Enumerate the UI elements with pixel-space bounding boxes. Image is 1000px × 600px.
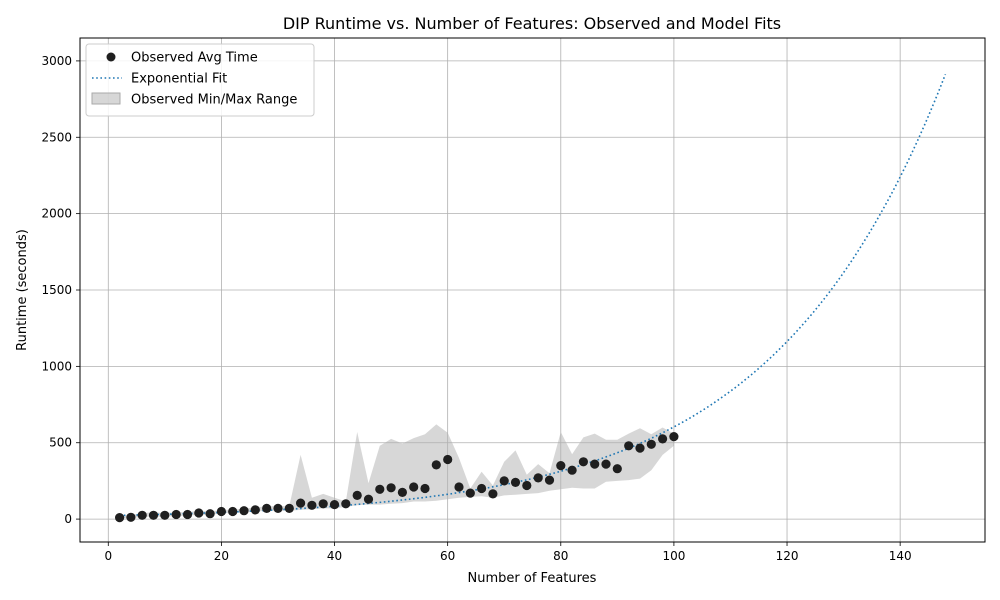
legend-label-observed: Observed Avg Time <box>131 51 258 66</box>
observed-points <box>115 432 679 523</box>
y-tick-label: 1500 <box>41 283 72 297</box>
observed-point <box>262 503 272 513</box>
observed-point <box>115 513 125 523</box>
chart-title: DIP Runtime vs. Number of Features: Obse… <box>283 14 781 33</box>
observed-point <box>522 480 532 491</box>
observed-point <box>658 434 668 444</box>
observed-point <box>182 509 193 520</box>
observed-point <box>635 443 645 453</box>
observed-point <box>510 477 521 487</box>
observed-point <box>341 499 351 509</box>
observed-point <box>499 476 509 486</box>
observed-point <box>250 505 260 515</box>
y-tick-label: 2000 <box>41 207 72 221</box>
observed-point <box>375 484 385 494</box>
y-tick-label: 500 <box>49 436 72 450</box>
observed-point <box>318 499 328 509</box>
observed-point <box>646 439 656 449</box>
observed-point <box>307 500 317 510</box>
y-tick-label: 0 <box>64 512 72 526</box>
observed-point <box>431 460 441 470</box>
x-axis-ticks: 0 20 40 60 80 100 120 140 <box>104 542 912 563</box>
range-band-area <box>119 424 674 519</box>
observed-point <box>397 487 407 497</box>
observed-point <box>239 506 249 516</box>
y-axis-title: Runtime (seconds) <box>15 229 30 351</box>
y-tick-label: 2500 <box>41 130 72 144</box>
observed-point <box>386 483 396 493</box>
observed-point <box>669 432 679 442</box>
observed-point <box>443 454 453 465</box>
x-tick-label: 60 <box>440 549 455 563</box>
observed-point <box>194 508 204 518</box>
observed-point <box>420 483 430 494</box>
observed-point <box>601 459 611 469</box>
observed-point <box>148 510 159 520</box>
observed-point <box>273 503 283 513</box>
observed-point <box>329 500 340 510</box>
x-tick-label: 80 <box>553 549 568 563</box>
observed-point <box>624 441 634 451</box>
x-tick-label: 120 <box>776 549 799 563</box>
x-tick-label: 20 <box>214 549 229 563</box>
observed-point <box>171 509 181 520</box>
observed-point <box>205 509 215 519</box>
y-tick-label: 1000 <box>41 359 72 373</box>
observed-point <box>488 489 498 499</box>
observed-point <box>590 459 600 469</box>
legend: Observed Avg Time Exponential Fit Observ… <box>85 43 315 117</box>
observed-point <box>363 494 374 504</box>
observed-point <box>477 483 487 494</box>
x-tick-label: 140 <box>889 549 912 563</box>
observed-point <box>409 482 419 492</box>
x-axis-title: Number of Features <box>468 571 597 586</box>
observed-point <box>284 503 294 513</box>
observed-point <box>465 488 475 498</box>
observed-point <box>352 490 362 500</box>
observed-point <box>556 461 566 471</box>
legend-marker-observed <box>106 52 116 62</box>
observed-point <box>454 482 464 492</box>
x-tick-label: 100 <box>662 549 685 563</box>
grid <box>80 38 985 542</box>
legend-label-fit: Exponential Fit <box>131 72 227 87</box>
x-tick-label: 40 <box>327 549 342 563</box>
legend-marker-range <box>91 92 121 105</box>
observed-point <box>533 473 543 483</box>
observed-point <box>567 465 577 475</box>
exponential-fit-line <box>119 74 947 517</box>
legend-label-range: Observed Min/Max Range <box>131 93 297 108</box>
observed-point <box>160 510 170 520</box>
legend-box <box>85 43 315 117</box>
min-max-band <box>119 424 674 519</box>
observed-point <box>612 464 622 474</box>
observed-point <box>216 506 226 517</box>
observed-point <box>137 510 147 520</box>
observed-point <box>544 475 555 485</box>
observed-point <box>126 512 136 522</box>
fit-line-path <box>119 74 947 517</box>
observed-point <box>296 498 306 508</box>
observed-point <box>578 457 589 467</box>
y-axis-ticks: 0 500 1000 1500 2000 2500 3000 <box>41 54 80 526</box>
observed-point <box>228 506 238 517</box>
y-tick-label: 3000 <box>41 54 72 68</box>
x-tick-label: 0 <box>104 549 112 563</box>
